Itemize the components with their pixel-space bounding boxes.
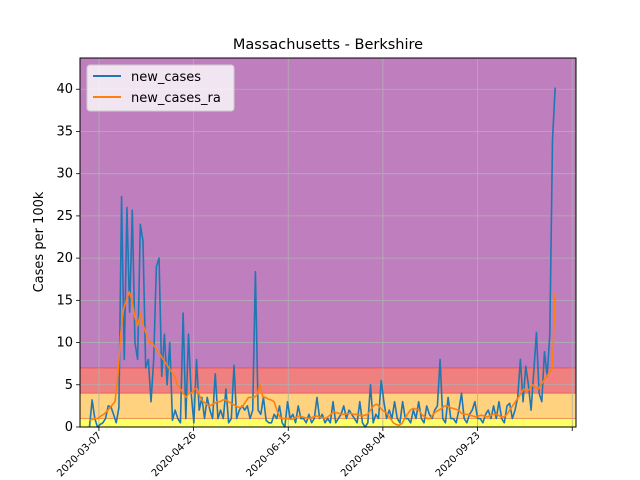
band-0 xyxy=(80,418,576,427)
grid xyxy=(80,58,576,428)
y-tick-label: 15 xyxy=(56,293,73,308)
y-tick-label: 35 xyxy=(56,124,73,139)
band-2 xyxy=(80,367,576,394)
y-tick-label: 40 xyxy=(56,82,73,97)
y-tick-label: 20 xyxy=(56,251,73,266)
y-tick-label: 25 xyxy=(56,209,73,224)
threshold-bands xyxy=(80,58,576,427)
x-tick-label: 2020-09-23 xyxy=(434,430,483,479)
y-axis: 0 5 10 15 20 25 30 35 40 xyxy=(56,82,80,435)
legend-label-new-cases-ra: new_cases_ra xyxy=(131,91,221,106)
x-tick-label: 2020-08-04 xyxy=(339,430,388,479)
y-tick-label: 30 xyxy=(56,167,73,182)
x-axis: 2020-03-07 2020-04-26 2020-06-15 2020-08-04… xyxy=(55,427,573,479)
y-axis-label: Cases per 100k xyxy=(32,191,47,292)
legend-label-new-cases: new_cases xyxy=(131,70,201,85)
chart-title: Massachusetts - Berkshire xyxy=(233,37,423,53)
series-line-new-cases xyxy=(88,87,556,428)
legend-box xyxy=(86,64,235,112)
series-line-new-cases-ra xyxy=(89,291,556,427)
x-tick-label: 2020-03-07 xyxy=(55,430,104,479)
y-tick-label: 10 xyxy=(56,336,73,351)
series-lines xyxy=(88,87,556,428)
x-tick-label: 2020-06-15 xyxy=(244,430,293,479)
plot-frame xyxy=(79,57,577,428)
x-tick-label: 2020-04-26 xyxy=(150,430,199,479)
y-tick-label: 0 xyxy=(65,420,73,435)
legend: new_cases new_cases_ra xyxy=(86,64,235,112)
y-tick-label: 5 xyxy=(65,378,73,393)
